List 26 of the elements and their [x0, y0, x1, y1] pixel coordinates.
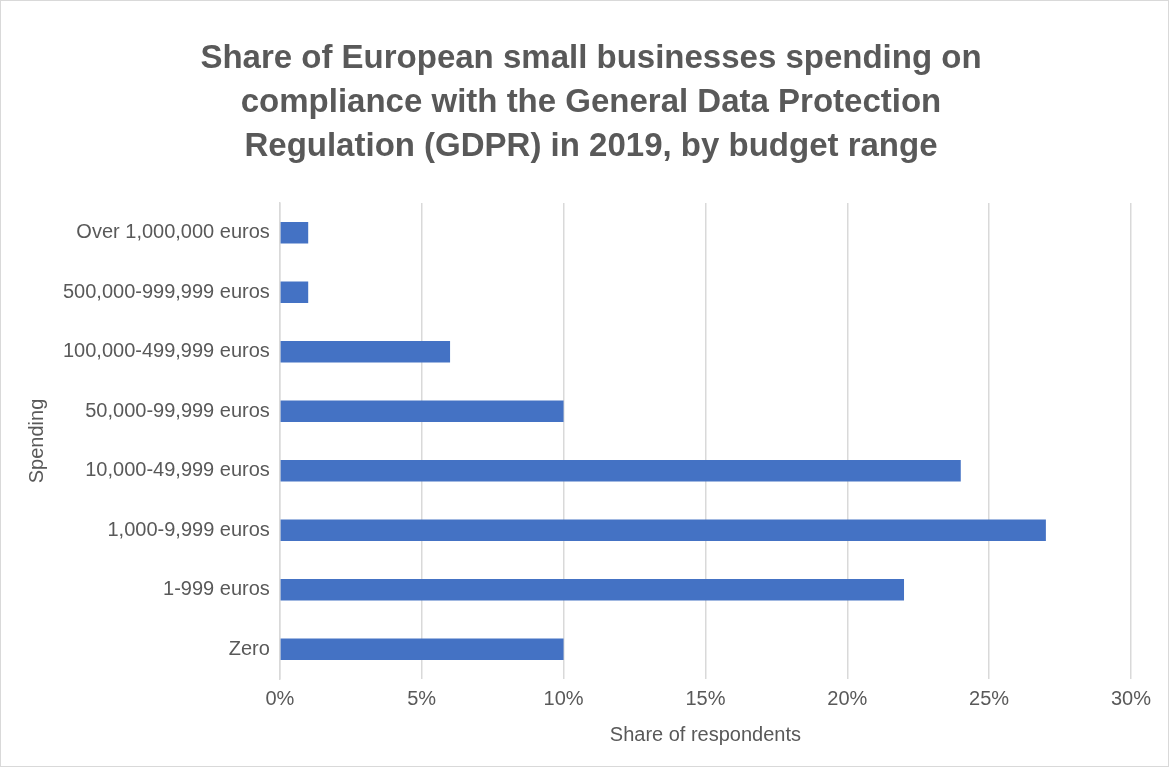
- x-tick-label: 0%: [265, 686, 295, 709]
- bar: [280, 400, 564, 422]
- bar: [280, 579, 905, 601]
- x-axis-title: Share of respondents: [609, 722, 802, 745]
- y-tick-label: 10,000-49,999 euros: [85, 458, 270, 481]
- bar: [280, 222, 309, 244]
- y-tick-label: 500,000-999,999 euros: [62, 279, 270, 302]
- x-tick-label: 25%: [969, 686, 1010, 709]
- y-tick-label: Over 1,000,000 euros: [76, 220, 270, 243]
- chart-title: Share of European small businesses spending on compliance with the General Data Protection Regulation (GDPR) in 2019, by budget range: [199, 37, 983, 165]
- y-tick-label: 1,000-9,999 euros: [107, 517, 270, 540]
- bar: [280, 519, 1046, 541]
- bar: [280, 341, 451, 363]
- x-tick-label: 10%: [543, 686, 584, 709]
- y-tick-label: Zero: [228, 636, 270, 659]
- x-tick-label: 15%: [685, 686, 726, 709]
- y-tick-label: 50,000-99,999 euros: [85, 398, 270, 421]
- x-tick-label: 5%: [407, 686, 437, 709]
- y-axis-title: Spending: [24, 398, 47, 484]
- bar: [280, 460, 961, 482]
- y-tick-label: 100,000-499,999 euros: [62, 339, 270, 362]
- bar: [280, 638, 564, 660]
- x-tick-label: 30%: [1110, 686, 1152, 709]
- y-tick-label: 1-999 euros: [163, 577, 270, 600]
- x-tick-label: 20%: [827, 686, 868, 709]
- bar: [280, 281, 309, 303]
